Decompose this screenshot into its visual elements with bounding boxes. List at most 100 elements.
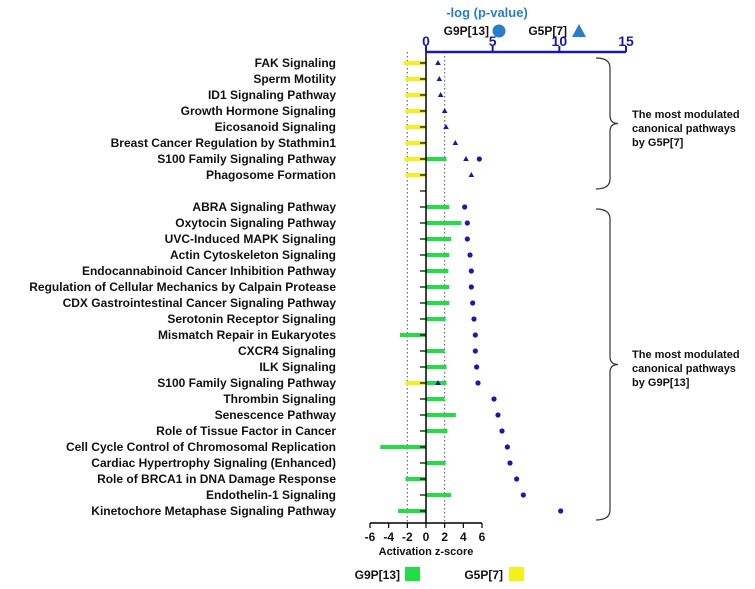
point-circle (476, 156, 482, 162)
category-label: Serotonin Receptor Signaling (167, 312, 336, 326)
bar-g5p-7- (405, 109, 426, 113)
pvalue-tick-label: 10 (552, 33, 568, 49)
category-label: Actin Cytoskeleton Signaling (170, 248, 336, 262)
bar-g9p-13- (426, 221, 462, 225)
legend-swatch (405, 567, 420, 581)
category-label: Sperm Motility (253, 72, 336, 86)
bar-g9p-13- (426, 237, 452, 241)
zscore-tick-label: 2 (441, 530, 448, 544)
annotation-text: canonical pathways (632, 123, 736, 135)
bar-g9p-13- (405, 477, 426, 481)
bar-g9p-13- (399, 333, 426, 337)
category-label: ILK Signaling (259, 360, 336, 374)
bar-g9p-13- (380, 445, 426, 449)
point-triangle (452, 140, 459, 145)
category-label: Breast Cancer Regulation by Stathmin1 (111, 136, 337, 150)
category-label: Oxytocin Signaling Pathway (175, 216, 336, 230)
bar-g5p-7- (403, 61, 426, 65)
bar-g9p-13- (426, 493, 452, 497)
top-legend-triangle-icon (572, 24, 586, 37)
zscore-tick-label: -6 (365, 530, 376, 544)
bar-g9p-13- (426, 301, 450, 305)
category-label: UVC-Induced MAPK Signaling (165, 232, 336, 246)
bar-g5p-7- (405, 141, 426, 145)
point-circle (464, 236, 470, 242)
point-triangle (441, 108, 448, 113)
category-label: Cardiac Hypertrophy Signaling (Enhanced) (91, 456, 336, 470)
pvalue-tick-label: 15 (618, 33, 634, 49)
annotation-text: The most modulated (632, 349, 740, 361)
bar-g9p-13- (426, 269, 449, 273)
points-layer (435, 60, 564, 514)
point-circle (472, 348, 478, 354)
top-legend-label: G9P[13] (444, 24, 489, 38)
bar-g5p-7- (405, 173, 426, 177)
legend-label: G5P[7] (464, 568, 503, 582)
bars-layer (380, 61, 462, 513)
zscore-tick-label: -2 (402, 530, 413, 544)
annotation-layer: The most modulated canonical pathways by … (595, 57, 740, 521)
point-circle (495, 412, 501, 418)
category-label: Thrombin Signaling (223, 392, 336, 406)
grid-layer (406, 52, 446, 523)
category-label: S100 Family Signaling Pathway (157, 152, 336, 166)
category-label: Role of Tissue Factor in Cancer (156, 424, 336, 438)
category-label: ABRA Signaling Pathway (192, 200, 336, 214)
point-circle (499, 428, 505, 434)
category-label: Endocannabinoid Cancer Inhibition Pathwa… (82, 264, 336, 278)
bar-g9p-13- (426, 349, 445, 353)
bar-g9p-13- (426, 253, 450, 257)
category-label: Kinetochore Metaphase Signaling Pathway (91, 504, 336, 518)
point-circle (471, 316, 477, 322)
category-label: Senescence Pathway (215, 408, 337, 422)
category-label: Phagosome Formation (206, 168, 336, 182)
bar-g9p-13- (426, 381, 447, 385)
bar-g5p-7- (405, 125, 426, 129)
annotation-text: The most modulated (632, 109, 740, 121)
point-circle (472, 332, 478, 338)
point-circle (491, 396, 497, 402)
top-legend-label: G5P[7] (528, 24, 567, 38)
group-brace (595, 208, 619, 521)
point-triangle (435, 380, 441, 385)
bar-g9p-13- (426, 461, 446, 465)
point-circle (468, 268, 474, 274)
bar-g9p-13- (426, 317, 446, 321)
bar-g9p-13- (426, 365, 447, 369)
top-legend-circle-icon (492, 24, 506, 38)
point-triangle (468, 172, 475, 177)
category-label: ID1 Signaling Pathway (208, 88, 336, 102)
point-circle (558, 508, 564, 514)
bar-g9p-13- (426, 429, 448, 433)
category-label: Mismatch Repair in Eukaryotes (158, 328, 336, 342)
zscore-tick-label: 4 (460, 530, 467, 544)
point-circle (464, 220, 470, 226)
point-circle (467, 252, 473, 258)
point-circle (514, 476, 520, 482)
point-triangle (463, 156, 469, 161)
bar-g9p-13- (426, 157, 447, 161)
bar-g5p-7- (404, 157, 426, 161)
zscore-tick-label: 0 (423, 530, 430, 544)
category-label: Role of BRCA1 in DNA Damage Response (97, 472, 336, 486)
bar-g9p-13- (426, 413, 456, 417)
category-label: FAK Signaling (255, 56, 336, 70)
zscore-tick-label: 6 (479, 530, 486, 544)
legend-swatch (509, 567, 524, 581)
point-triangle (443, 124, 449, 129)
legend-label: G9P[13] (355, 568, 400, 582)
point-circle (468, 284, 474, 290)
point-circle (470, 300, 476, 306)
point-circle (504, 444, 510, 450)
bar-g5p-7- (405, 77, 426, 81)
bar-g9p-13- (426, 205, 450, 209)
point-triangle (436, 76, 443, 81)
category-label: CXCR4 Signaling (238, 344, 336, 358)
point-triangle (437, 92, 444, 97)
point-circle (462, 204, 468, 210)
category-label: S100 Family Signaling Pathway (157, 376, 336, 390)
annotation-text: by G9P[13] (632, 377, 690, 389)
pvalue-axis-title: -log (p-value) (446, 5, 528, 20)
legend-layer: G9P[13] G5P[7] G9P[13] G5P[7] (355, 24, 586, 582)
